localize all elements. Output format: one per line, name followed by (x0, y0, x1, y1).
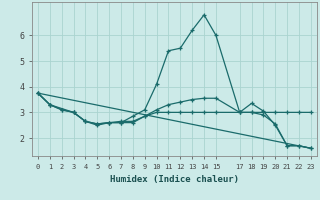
X-axis label: Humidex (Indice chaleur): Humidex (Indice chaleur) (110, 175, 239, 184)
